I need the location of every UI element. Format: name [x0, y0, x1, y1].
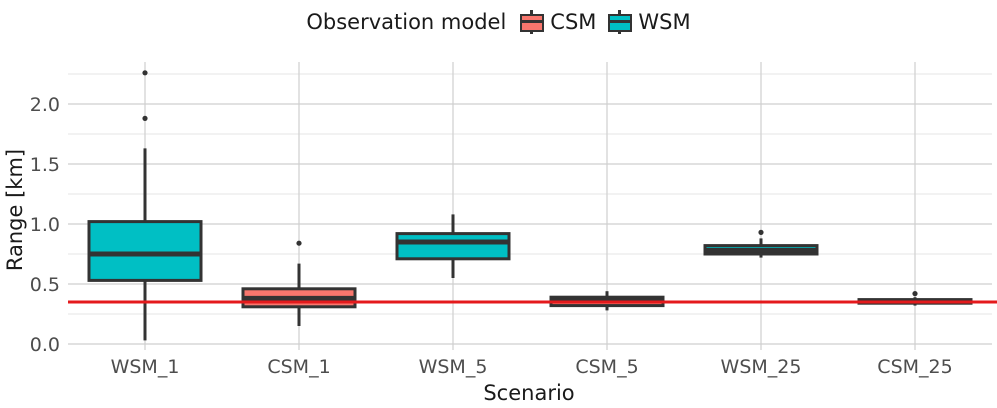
y-axis-ticks: 0.0 0.5 1.0 1.5 2.0	[30, 94, 60, 356]
x-tick-label: CSM_25	[877, 356, 952, 378]
x-tick-label: CSM_1	[267, 356, 330, 378]
legend: Observation model CSM WSM	[0, 10, 997, 34]
box-iqr	[395, 232, 511, 261]
x-axis-label: Scenario	[483, 381, 574, 405]
legend-label-wsm: WSM	[638, 10, 691, 34]
box-wsm-25	[703, 229, 819, 258]
outlier-point	[758, 229, 764, 235]
outlier-point	[142, 115, 148, 121]
x-axis-ticks: WSM_1 CSM_1 WSM_5 CSM_5 WSM_25 CSM_25	[111, 356, 953, 378]
legend-key-wsm	[606, 10, 633, 34]
legend-label-csm: CSM	[550, 10, 597, 34]
outlier-point	[912, 291, 918, 297]
y-tick-label: 0.0	[30, 334, 60, 356]
x-tick-label: WSM_1	[111, 356, 180, 378]
legend-key-csm	[518, 10, 545, 34]
box-wsm-5	[395, 214, 511, 278]
y-tick-label: 1.5	[30, 154, 60, 176]
box-iqr	[87, 220, 203, 282]
grid-lines	[68, 62, 992, 350]
legend-title: Observation model	[306, 10, 507, 34]
box-wsm-1	[87, 70, 203, 341]
x-tick-label: WSM_25	[721, 356, 802, 378]
outlier-point	[296, 240, 302, 246]
y-tick-label: 1.0	[30, 214, 60, 236]
y-tick-label: 2.0	[30, 94, 60, 116]
legend-item-wsm: WSM	[606, 10, 691, 34]
y-tick-label: 0.5	[30, 274, 60, 296]
outlier-point	[142, 70, 148, 76]
boxes	[87, 70, 973, 341]
x-tick-label: WSM_5	[419, 356, 488, 378]
x-tick-label: CSM_5	[575, 356, 638, 378]
y-axis-label: Range [km]	[3, 149, 27, 271]
legend-item-csm: CSM	[518, 10, 596, 34]
